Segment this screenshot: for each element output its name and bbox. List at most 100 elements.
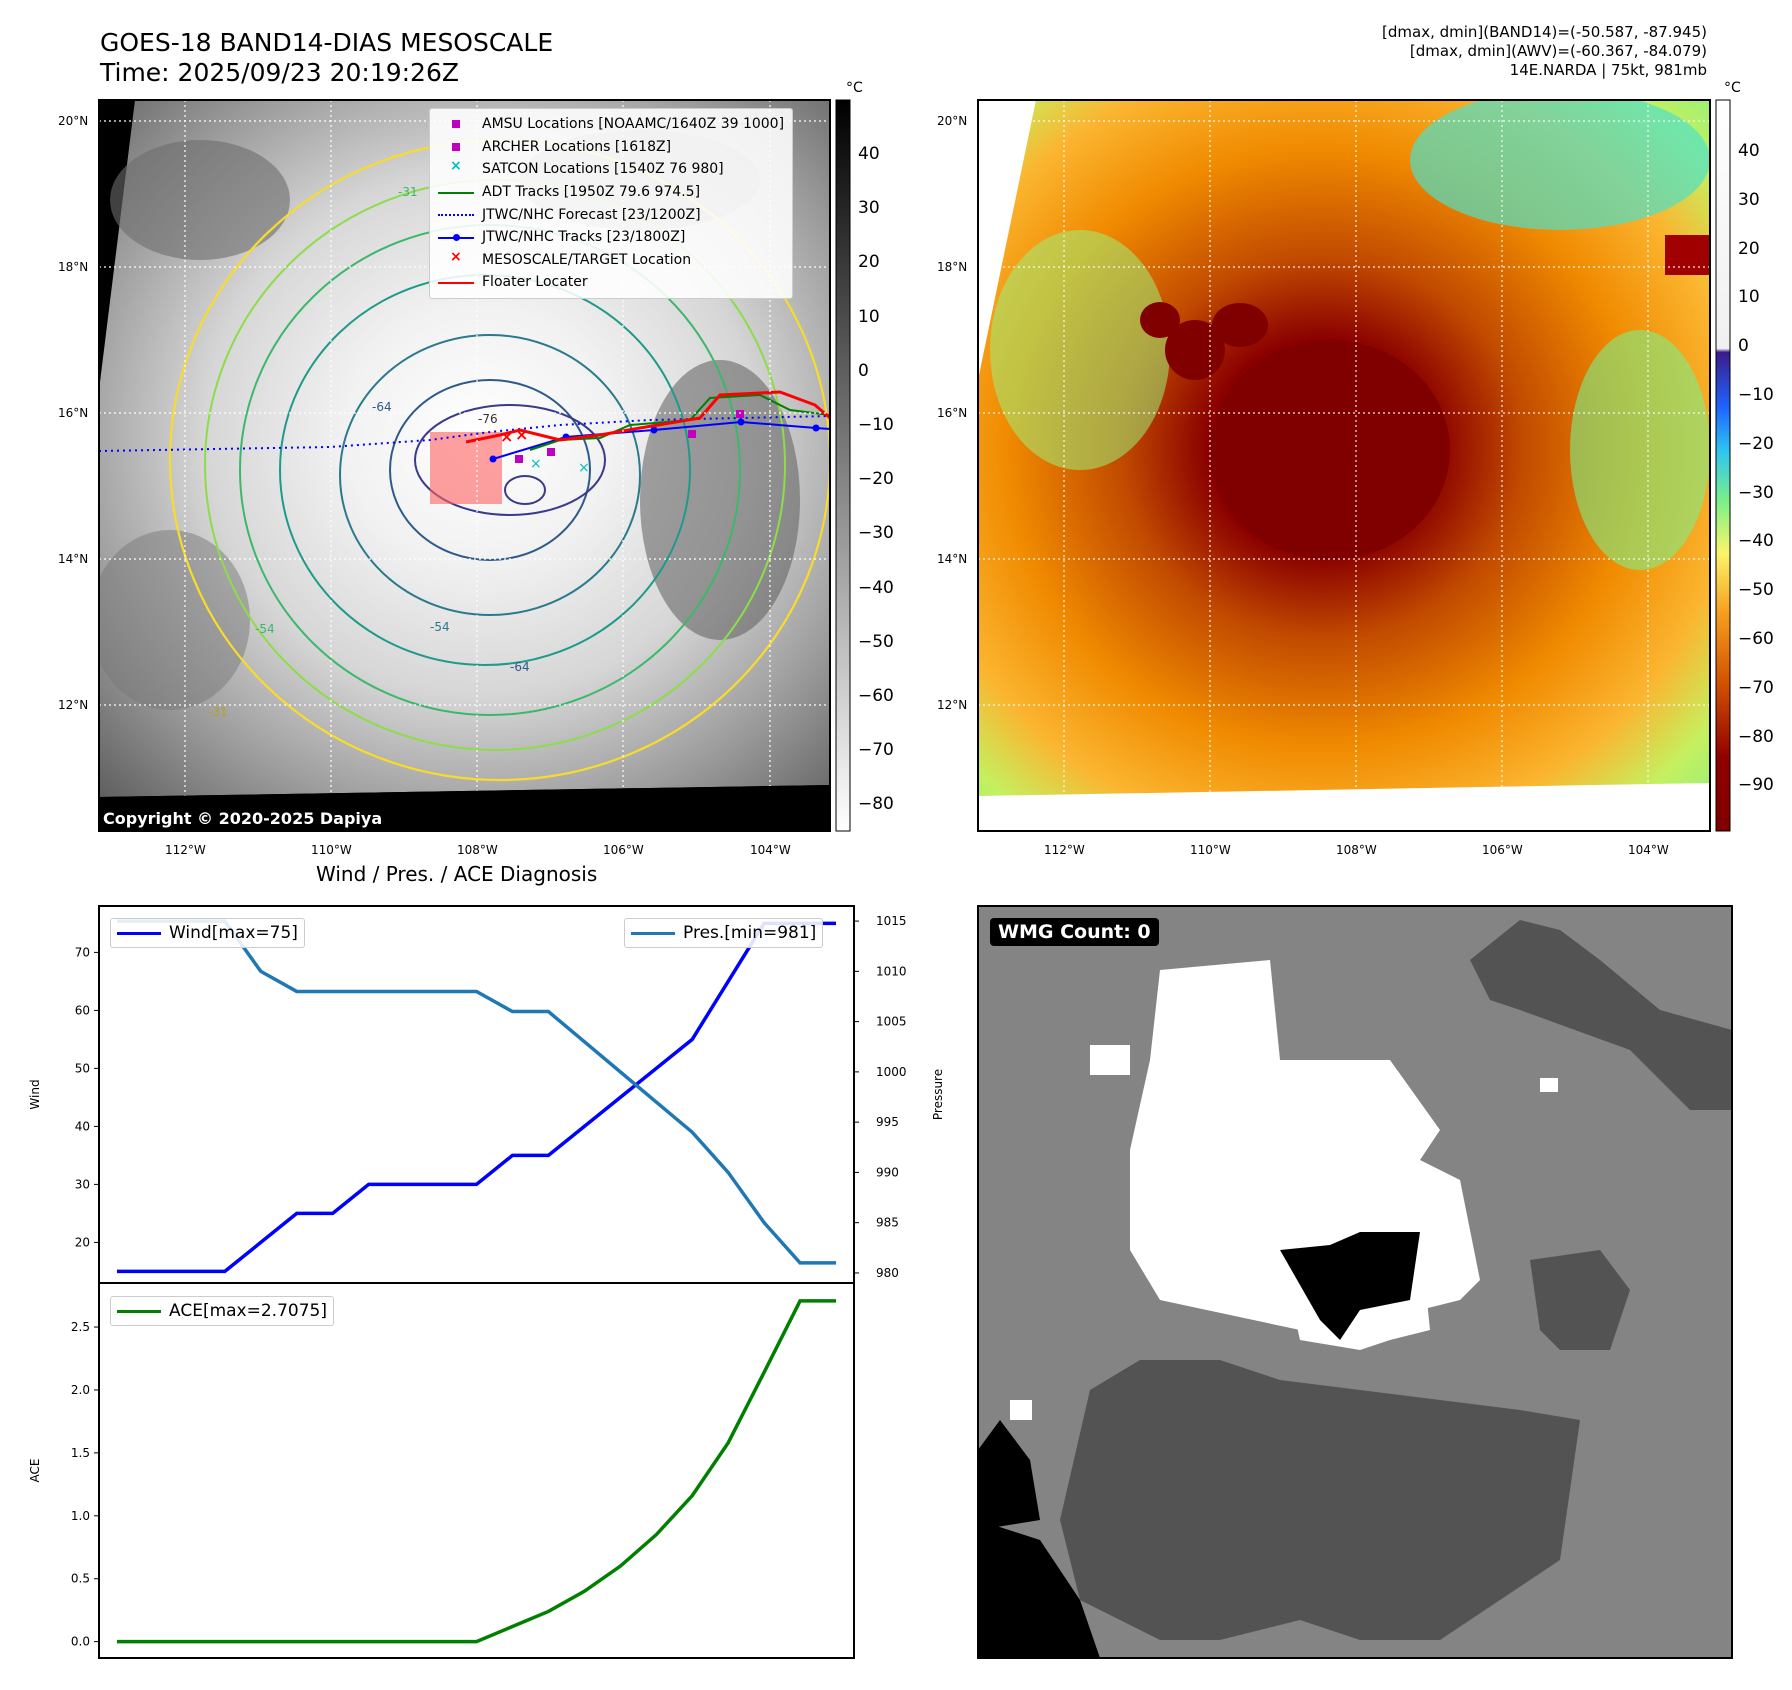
y-right-axis-label: Pressure	[931, 1069, 945, 1120]
legend-tracks: JTWC/NHC Tracks [23/1800Z]	[438, 226, 784, 249]
y-right-tick-label: 995	[876, 1115, 899, 1129]
colorbar-tick-label: −50	[858, 631, 894, 652]
lat-tick: 16°N	[58, 406, 89, 420]
colorbar-tick-label: 20	[858, 252, 880, 273]
colorbar-tick-label: −70	[1738, 677, 1774, 698]
y-tick-label: 2.5	[71, 1320, 90, 1334]
lat-tick: 12°N	[937, 698, 968, 712]
y-tick-label: 1.0	[71, 1509, 90, 1523]
info-storm: 14E.NARDA | 75kt, 981mb	[1509, 61, 1707, 79]
lon-tick: 108°W	[457, 843, 498, 857]
colorbar-tick-label: 10	[858, 306, 880, 327]
y-tick-label: 70	[75, 945, 90, 959]
y-right-tick-label: 985	[876, 1216, 899, 1230]
colorbar-tick-label: −80	[1738, 726, 1774, 747]
lat-tick: 12°N	[58, 698, 89, 712]
colorbar-tick-label: −10	[1738, 385, 1774, 405]
y-right-tick-label: 1005	[876, 1015, 907, 1029]
map-legend: AMSU Locations [NOAAMC/1640Z 39 1000] AR…	[429, 108, 794, 299]
ace-legend: ACE[max=2.7075]	[110, 1296, 334, 1326]
lon-tick: 112°W	[1044, 843, 1085, 857]
lon-tick: 108°W	[1336, 843, 1377, 857]
lon-tick: 106°W	[603, 843, 644, 857]
svg-text:×: ×	[530, 456, 542, 472]
y-right-tick-label: 990	[876, 1165, 899, 1179]
svg-text:×: ×	[578, 460, 590, 476]
legend-floater: Floater Locater	[438, 271, 784, 294]
colorbar-tick-label: 40	[1738, 141, 1760, 161]
wmg-count-badge: WMG Count: 0	[990, 918, 1159, 946]
lon-tick: 110°W	[1190, 843, 1231, 857]
colorbar-tick-label: −40	[858, 577, 894, 598]
legend-amsu: AMSU Locations [NOAAMC/1640Z 39 1000]	[438, 113, 784, 136]
y-axis-label: ACE	[28, 1459, 42, 1483]
y-right-tick-label: 980	[876, 1266, 899, 1280]
contour-label: -54	[255, 622, 275, 636]
map-title: GOES-18 BAND14-DIAS MESOSCALE	[100, 28, 554, 57]
y-tick-label: 2.0	[71, 1383, 90, 1397]
contour-label: -64	[510, 660, 530, 674]
colorbar-tick-label: −10	[858, 415, 894, 435]
y-right-tick-label: 1015	[876, 914, 907, 928]
lon-tick: 106°W	[1482, 843, 1523, 857]
colorbar-tick-label: 0	[1738, 336, 1749, 357]
y-tick-label: 60	[75, 1003, 90, 1017]
info-awv: [dmax, dmin](AWV)=(-60.367, -84.079)	[1409, 42, 1707, 60]
colorbar-tick-label: 30	[1738, 189, 1760, 210]
colorbar-tick-label: 10	[1738, 287, 1760, 308]
y-tick-label: 20	[75, 1235, 90, 1249]
series-line	[116, 1299, 837, 1644]
colorbar-tick-label: −20	[858, 469, 894, 490]
contour-label: -54	[430, 620, 450, 634]
lat-tick: 18°N	[937, 260, 968, 274]
y-axis-label: Wind	[28, 1079, 42, 1109]
y-tick-label: 0.0	[71, 1635, 90, 1649]
contour-label: -64	[372, 400, 392, 414]
y-tick-label: 40	[75, 1119, 90, 1133]
y-right-tick-label: 1010	[876, 964, 907, 978]
contour-label: -76	[478, 412, 498, 426]
diag-title: Wind / Pres. / ACE Diagnosis	[316, 862, 598, 886]
colorbar-tick-label: −90	[1738, 775, 1774, 796]
lon-tick: 104°W	[1628, 843, 1669, 857]
colorbar-tick-label: 20	[1738, 238, 1760, 259]
colorbar-tick-label: −40	[1738, 531, 1774, 552]
colorbar-tick-label: 0	[858, 360, 869, 381]
y-tick-label: 30	[75, 1177, 90, 1191]
legend-archer: ARCHER Locations [1618Z]	[438, 136, 784, 159]
lon-tick: 112°W	[165, 843, 206, 857]
info-band14: [dmax, dmin](BAND14)=(-50.587, -87.945)	[1382, 23, 1707, 41]
lat-tick: 14°N	[58, 552, 89, 566]
legend-satcon: × SATCON Locations [1540Z 76 980]	[450, 158, 724, 178]
lat-tick: 14°N	[937, 552, 968, 566]
lat-tick: 16°N	[937, 406, 968, 420]
map-time: Time: 2025/09/23 20:19:26Z	[100, 58, 459, 87]
contour-label: -31	[208, 705, 228, 719]
lon-tick: 104°W	[750, 843, 791, 857]
y-tick-label: 0.5	[71, 1572, 90, 1586]
colorbar-tick-label: −80	[858, 794, 894, 815]
pres-legend: Pres.[min=981]	[624, 918, 824, 948]
colorbar-tick-label: −30	[1738, 482, 1774, 503]
color-cbar-unit: °C	[1724, 80, 1741, 96]
colorbar-tick-label: −50	[1738, 580, 1774, 601]
plot-frame	[98, 1282, 855, 1659]
wind-legend: Wind[max=75]	[110, 918, 305, 948]
svg-text:×: ×	[515, 425, 528, 444]
svg-text:×: ×	[500, 427, 513, 446]
lat-tick: 18°N	[58, 260, 89, 274]
colorbar-tick-label: −70	[858, 740, 894, 761]
y-tick-label: 1.5	[71, 1446, 90, 1460]
plot-frame	[98, 905, 855, 1284]
y-tick-label: 50	[75, 1061, 90, 1075]
copyright-text: Copyright © 2020-2025 Dapiya	[103, 809, 383, 828]
lon-tick: 110°W	[311, 843, 352, 857]
series-line	[116, 921, 837, 1274]
legend-adt: ADT Tracks [1950Z 79.6 974.5]	[438, 181, 784, 204]
contour-label: -31	[398, 185, 418, 199]
lat-tick: 20°N	[937, 114, 968, 128]
y-right-tick-label: 1000	[876, 1065, 907, 1079]
colorbar-tick-label: −60	[1738, 629, 1774, 649]
